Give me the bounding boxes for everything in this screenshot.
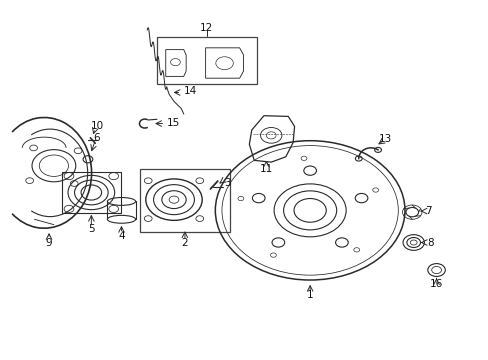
Text: 6: 6 xyxy=(93,133,100,143)
Text: 12: 12 xyxy=(200,23,213,33)
Text: 9: 9 xyxy=(46,238,52,248)
Text: 2: 2 xyxy=(181,238,188,248)
Text: 3: 3 xyxy=(224,177,230,188)
Text: 13: 13 xyxy=(378,134,391,144)
Text: 7: 7 xyxy=(425,206,431,216)
Text: 1: 1 xyxy=(306,290,313,300)
Text: 8: 8 xyxy=(426,238,432,248)
Text: 11: 11 xyxy=(259,163,272,174)
Text: 15: 15 xyxy=(166,118,180,128)
Text: 16: 16 xyxy=(429,279,442,289)
Text: 5: 5 xyxy=(88,224,95,234)
Text: 14: 14 xyxy=(183,86,197,96)
Text: 4: 4 xyxy=(118,231,124,241)
Text: 10: 10 xyxy=(90,121,103,131)
Bar xyxy=(157,37,256,84)
Bar xyxy=(140,169,229,232)
